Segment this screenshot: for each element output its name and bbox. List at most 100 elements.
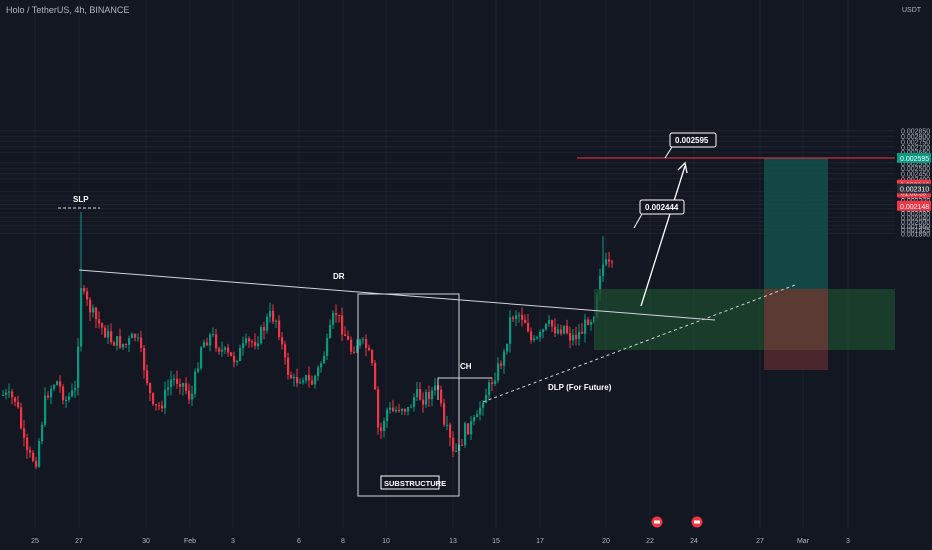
candle-body [167, 387, 170, 390]
x-tick-label: 3 [231, 538, 235, 545]
candle-body [29, 450, 32, 453]
candle-body [335, 312, 338, 315]
candle-body [161, 405, 164, 409]
candle-body [389, 407, 392, 410]
candle-body [152, 393, 155, 405]
drawings-layer[interactable]: SLP DR CH DLP (For Future) SUBSTRUCTURE 0.002… [58, 132, 920, 497]
symbol-title[interactable]: Holo / TetherUS, 4h, BINANCE [6, 5, 130, 15]
candle-body [575, 334, 578, 340]
candle-body [338, 314, 341, 316]
x-tick-label: Mar [797, 538, 810, 545]
candle-body [5, 392, 8, 395]
y-tick-label: 0.002500 [901, 166, 930, 173]
candle-body [185, 383, 188, 391]
candle-body [434, 385, 437, 391]
candle-body [98, 319, 101, 324]
candle-body [578, 331, 581, 340]
candle-body [149, 383, 152, 394]
candle-body [260, 327, 263, 344]
price-badge-label: 0.002148 [900, 204, 929, 211]
candle-body [305, 375, 308, 381]
candle-body [116, 336, 119, 346]
dlp-label: DLP (For Future) [548, 383, 612, 392]
candle-body [509, 317, 512, 344]
candle-body [413, 397, 416, 407]
candle-body [500, 363, 503, 366]
candle-body [344, 334, 347, 336]
candle-body [428, 391, 431, 400]
candle-body [380, 427, 383, 431]
candle-body [446, 424, 449, 426]
candle-body [551, 320, 554, 327]
candle-body [605, 259, 608, 265]
time-axis[interactable]: 25 27 30 Feb 3 6 8 10 13 15 17 20 22 24 27 Mar 3 [0, 516, 932, 550]
candle-body [230, 352, 233, 356]
y-tick-label: 0.001925 [901, 228, 930, 235]
candle-body [44, 395, 47, 425]
y-tick-label: 0.002080 [901, 211, 930, 218]
candle-body [518, 314, 521, 316]
candle-body [581, 331, 584, 334]
projection-arrow-head [677, 161, 688, 174]
candle-body [32, 452, 35, 461]
candle-body [407, 406, 410, 412]
candle-body [164, 389, 167, 409]
candle-body [14, 397, 17, 402]
candle-body [524, 319, 527, 323]
ch-marker [437, 377, 492, 400]
y-tick-label: 0.002700 [901, 145, 930, 152]
y-tick-label: 0.001960 [901, 224, 930, 231]
candle-body [362, 339, 365, 341]
candle-body [293, 376, 296, 379]
candle-body [569, 333, 572, 341]
candle-body [347, 335, 350, 340]
candle-body [263, 327, 266, 331]
candle-body [332, 312, 335, 325]
x-tick-label: 30 [142, 538, 150, 545]
substructure-box [357, 293, 460, 497]
time-axis-bg [0, 528, 932, 550]
candle-body [71, 390, 74, 397]
dr-trendline [78, 269, 716, 321]
target-2-pointer [664, 146, 673, 159]
candle-body [377, 389, 380, 428]
candle-body [47, 395, 50, 398]
candle-body [107, 331, 110, 338]
x-tick-label: 10 [382, 538, 390, 545]
candle-body [56, 381, 59, 386]
candle-body [2, 394, 5, 396]
x-tick-label: 6 [297, 538, 301, 545]
event-marker-icon-glyph [654, 520, 660, 524]
candle-body [134, 333, 137, 338]
candle-body [587, 319, 590, 325]
candle-body [119, 336, 122, 348]
candle-body [530, 331, 533, 341]
candle-body [254, 341, 257, 346]
candle-body [86, 291, 89, 300]
candle-body [287, 357, 290, 375]
candle-body [398, 409, 401, 411]
x-tick-label: 17 [536, 538, 544, 545]
candle-body [128, 338, 131, 345]
candle-body [473, 417, 476, 422]
candle-body [308, 375, 311, 381]
price-badge-countdown: 01:06:39 [901, 191, 927, 198]
candle-body [371, 350, 374, 364]
candle-body [215, 334, 218, 349]
candle-body [545, 323, 548, 330]
x-tick-label: 24 [690, 538, 698, 545]
candle-body [482, 402, 485, 408]
candle-body [212, 334, 215, 336]
long-stop-zone [764, 289, 828, 370]
y-tick-label: 0.002850 [901, 129, 930, 136]
candle-body [497, 363, 500, 381]
candle-body [326, 338, 329, 356]
candle-body [269, 310, 272, 317]
candle-body [200, 347, 203, 369]
target-2-callout: 0.002595 [675, 136, 709, 145]
candle-body [548, 320, 551, 324]
candle-body [197, 368, 200, 372]
slp-label: SLP [73, 195, 89, 204]
